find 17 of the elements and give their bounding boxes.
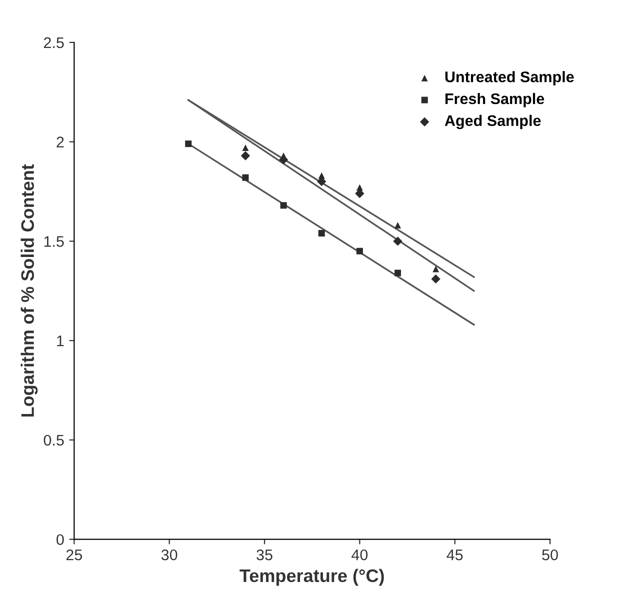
x-tick-label: 40 (352, 549, 368, 560)
x-tick-label: 45 (446, 550, 463, 560)
x-tick-label: 35 (256, 549, 272, 560)
legend-label: Untreated Sample (445, 71, 574, 86)
y-tick-label: 2.5 (44, 37, 64, 48)
y-tick-label: 1 (57, 336, 64, 346)
y-tick-label: 0 (56, 534, 64, 546)
x-tick-label: 50 (542, 549, 558, 560)
y-tick-label: 0.5 (44, 434, 64, 446)
x-axis-title: Temperature (°C) (240, 568, 384, 586)
legend-label: Fresh Sample (445, 92, 544, 108)
y-axis-title: Logarithm of % Solid Content (20, 164, 38, 417)
y-tick-label: 2 (56, 136, 64, 148)
legend-label: Aged Sample (444, 114, 541, 130)
y-tick-label: 1.5 (44, 236, 64, 247)
x-tick-label: 25 (66, 549, 82, 560)
x-tick-label: 30 (161, 549, 178, 560)
